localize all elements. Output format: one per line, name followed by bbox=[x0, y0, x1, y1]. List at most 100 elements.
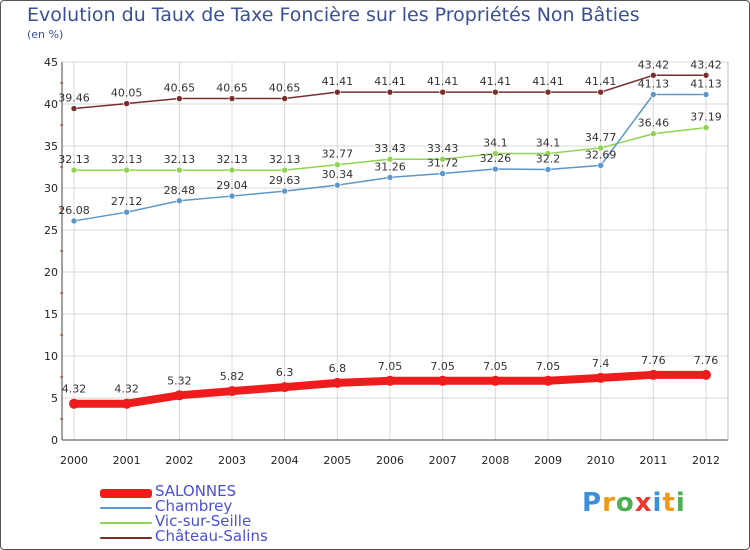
data-label: 31.72 bbox=[427, 157, 459, 170]
data-point bbox=[597, 88, 604, 96]
data-point bbox=[279, 382, 290, 393]
data-point bbox=[650, 91, 657, 98]
x-tick-label: 2008 bbox=[481, 454, 509, 467]
data-label: 29.04 bbox=[216, 179, 248, 192]
y-tick-label: 30 bbox=[44, 182, 58, 195]
data-label: 7.76 bbox=[694, 354, 719, 367]
data-label: 37.19 bbox=[690, 111, 722, 124]
data-point bbox=[386, 174, 394, 181]
data-label: 32.2 bbox=[536, 153, 561, 166]
data-point bbox=[123, 100, 130, 107]
data-label: 41.41 bbox=[427, 75, 459, 88]
data-label: 7.05 bbox=[430, 360, 455, 373]
data-label: 34.1 bbox=[483, 137, 508, 150]
data-point bbox=[69, 398, 79, 409]
x-tick-label: 2004 bbox=[271, 454, 299, 467]
data-point bbox=[544, 150, 552, 157]
data-label: 28.48 bbox=[164, 184, 196, 197]
legend-swatch bbox=[100, 537, 152, 539]
data-label: 43.42 bbox=[638, 58, 670, 71]
data-label: 32.69 bbox=[585, 148, 617, 161]
data-point bbox=[281, 187, 288, 195]
logo-letter: P bbox=[582, 488, 603, 518]
logo-letter: o bbox=[615, 488, 635, 518]
data-point bbox=[281, 95, 288, 102]
legend-label: SALONNES bbox=[155, 482, 237, 500]
logo-letter: t bbox=[662, 488, 676, 518]
y-tick-label: 45 bbox=[44, 56, 58, 69]
logo-letter: i bbox=[652, 488, 663, 518]
data-label: 4.32 bbox=[62, 383, 87, 396]
data-point bbox=[490, 375, 501, 386]
data-point bbox=[228, 192, 236, 200]
logo-letter: i bbox=[675, 488, 686, 518]
data-point bbox=[650, 71, 657, 79]
data-label: 26.08 bbox=[58, 204, 90, 217]
data-point bbox=[648, 369, 659, 380]
data-point bbox=[228, 95, 236, 102]
x-tick-label: 2003 bbox=[218, 454, 246, 467]
data-point bbox=[334, 161, 341, 169]
data-label: 33.43 bbox=[374, 142, 406, 155]
data-label: 32.77 bbox=[322, 148, 354, 161]
data-point bbox=[544, 88, 552, 96]
data-label: 41.13 bbox=[690, 78, 722, 91]
x-tick-label: 2002 bbox=[165, 454, 193, 467]
y-tick-label: 40 bbox=[44, 98, 58, 111]
data-label: 32.26 bbox=[480, 152, 512, 165]
data-label: 31.26 bbox=[374, 160, 406, 173]
data-point bbox=[595, 372, 606, 383]
y-tick-label: 35 bbox=[44, 140, 58, 153]
data-point bbox=[227, 386, 237, 397]
proxiti-logo: Proxiti bbox=[582, 488, 686, 518]
x-tick-label: 2005 bbox=[323, 454, 351, 467]
legend-label: Château-Salins bbox=[155, 527, 268, 545]
data-label: 34.77 bbox=[585, 131, 617, 144]
data-point bbox=[439, 155, 446, 163]
data-label: 6.3 bbox=[276, 366, 294, 379]
data-label: 41.13 bbox=[638, 78, 670, 91]
data-label: 41.41 bbox=[374, 75, 406, 88]
data-point bbox=[176, 166, 183, 174]
y-tick-label: 0 bbox=[51, 434, 58, 447]
data-point bbox=[543, 375, 553, 386]
legend-swatch bbox=[100, 507, 152, 509]
x-tick-label: 2006 bbox=[376, 454, 404, 467]
data-point bbox=[544, 166, 552, 173]
data-label: 32.13 bbox=[111, 153, 143, 166]
logo-letter: r bbox=[602, 488, 616, 518]
y-tick-label: 25 bbox=[44, 224, 58, 237]
data-point bbox=[70, 166, 78, 174]
x-tick-label: 2007 bbox=[429, 454, 457, 467]
y-tick-label: 10 bbox=[44, 350, 58, 363]
data-point bbox=[597, 144, 604, 152]
data-point bbox=[281, 166, 288, 174]
data-label: 7.4 bbox=[592, 357, 610, 370]
data-point bbox=[701, 369, 711, 380]
x-tick-label: 2012 bbox=[692, 454, 720, 467]
data-label: 4.32 bbox=[114, 383, 139, 396]
data-point bbox=[174, 390, 185, 401]
logo-letter: x bbox=[634, 488, 653, 518]
data-label: 32.13 bbox=[216, 153, 248, 166]
data-point bbox=[334, 88, 341, 96]
data-label: 27.12 bbox=[111, 195, 143, 208]
data-point bbox=[70, 217, 78, 225]
y-tick-label: 5 bbox=[51, 392, 58, 405]
data-label: 34.1 bbox=[536, 137, 561, 150]
legend-swatch bbox=[100, 522, 152, 524]
data-point bbox=[385, 375, 395, 386]
data-label: 41.41 bbox=[532, 75, 564, 88]
data-label: 43.42 bbox=[690, 58, 722, 71]
data-point bbox=[176, 197, 183, 205]
data-label: 36.46 bbox=[638, 117, 670, 130]
x-tick-label: 2010 bbox=[587, 454, 615, 467]
data-point bbox=[386, 155, 394, 163]
data-point bbox=[123, 208, 130, 216]
data-point bbox=[702, 124, 710, 131]
data-point bbox=[492, 165, 499, 173]
data-label: 7.76 bbox=[641, 354, 666, 367]
legend-label: Chambrey bbox=[155, 497, 233, 515]
data-label: 40.65 bbox=[216, 82, 248, 95]
data-point bbox=[386, 88, 394, 96]
